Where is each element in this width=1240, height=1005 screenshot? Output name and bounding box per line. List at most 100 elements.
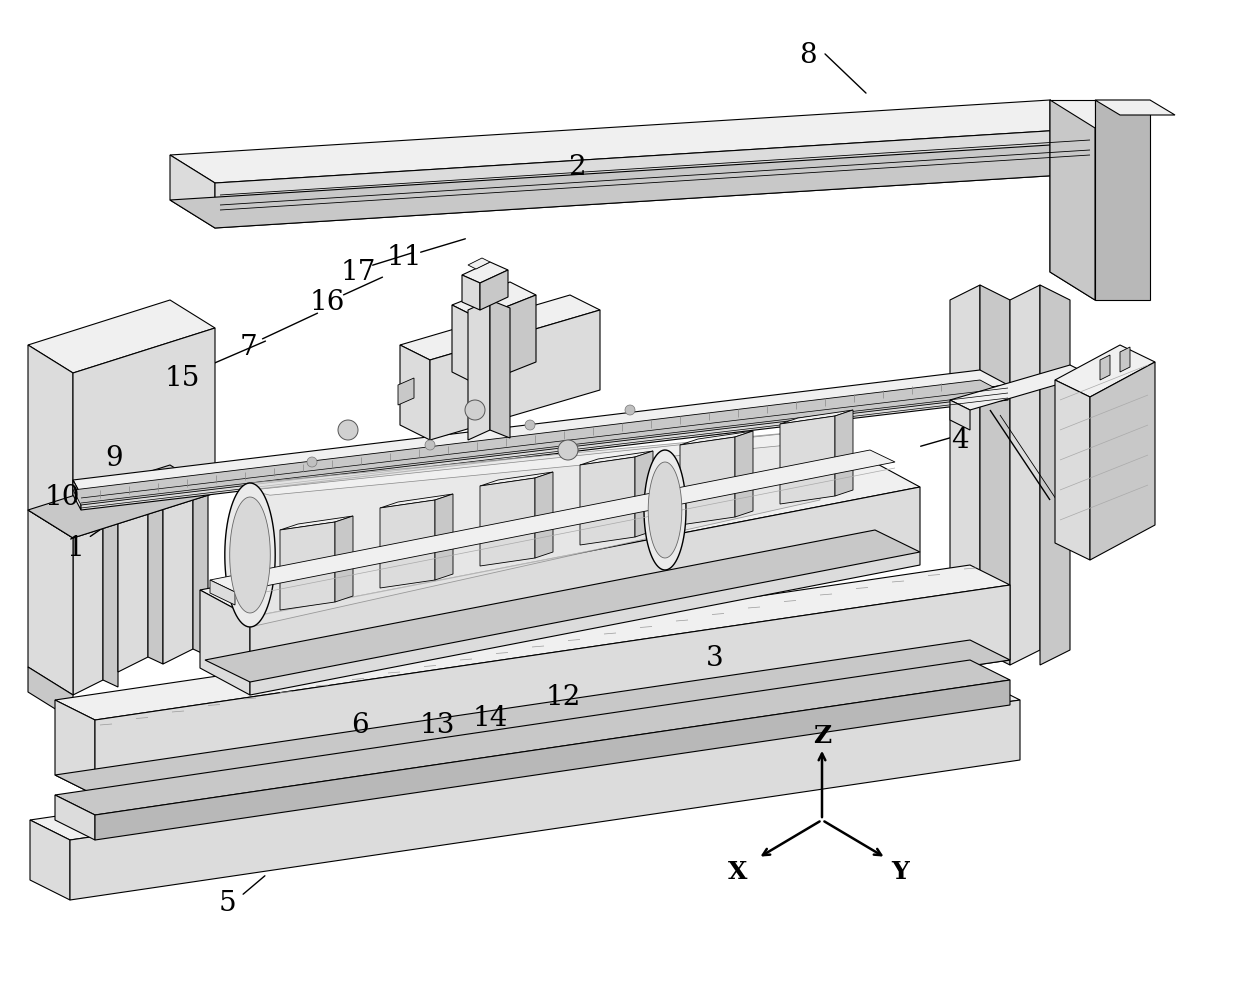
Polygon shape — [210, 580, 236, 605]
Circle shape — [558, 440, 578, 460]
Polygon shape — [103, 358, 118, 687]
Polygon shape — [29, 667, 73, 720]
Circle shape — [308, 457, 317, 467]
Polygon shape — [950, 400, 970, 430]
Polygon shape — [780, 410, 853, 424]
Polygon shape — [95, 680, 1011, 840]
Polygon shape — [430, 310, 600, 440]
Polygon shape — [224, 483, 275, 627]
Text: 5: 5 — [218, 889, 236, 917]
Polygon shape — [170, 155, 215, 228]
Polygon shape — [950, 285, 980, 665]
Polygon shape — [463, 275, 480, 310]
Polygon shape — [1095, 100, 1149, 300]
Text: 12: 12 — [546, 683, 580, 711]
Polygon shape — [467, 258, 490, 269]
Polygon shape — [205, 530, 920, 682]
Polygon shape — [73, 380, 1008, 505]
Polygon shape — [193, 327, 208, 656]
Polygon shape — [580, 457, 635, 545]
Polygon shape — [118, 335, 148, 672]
Polygon shape — [69, 700, 1021, 900]
Text: 3: 3 — [707, 644, 724, 671]
Polygon shape — [453, 305, 477, 385]
Polygon shape — [73, 328, 215, 538]
Polygon shape — [401, 295, 600, 360]
Polygon shape — [1050, 100, 1095, 128]
Polygon shape — [335, 516, 353, 602]
Polygon shape — [30, 680, 1021, 840]
Polygon shape — [580, 451, 653, 465]
Polygon shape — [1095, 100, 1176, 115]
Polygon shape — [73, 370, 1008, 495]
Text: 6: 6 — [351, 712, 368, 739]
Polygon shape — [1011, 285, 1040, 665]
Polygon shape — [55, 795, 95, 840]
Text: Z: Z — [813, 724, 831, 748]
Text: 9: 9 — [105, 444, 123, 471]
Polygon shape — [735, 431, 753, 517]
Polygon shape — [250, 430, 839, 495]
Polygon shape — [30, 820, 69, 900]
Polygon shape — [780, 416, 835, 504]
Polygon shape — [635, 451, 653, 537]
Polygon shape — [170, 145, 1095, 228]
Polygon shape — [401, 345, 430, 440]
Polygon shape — [55, 700, 95, 795]
Polygon shape — [398, 378, 414, 405]
Circle shape — [425, 440, 435, 450]
Polygon shape — [1090, 362, 1154, 560]
Polygon shape — [210, 450, 895, 592]
Polygon shape — [835, 410, 853, 496]
Polygon shape — [980, 285, 1011, 665]
Polygon shape — [215, 128, 1095, 228]
Polygon shape — [162, 327, 193, 664]
Polygon shape — [55, 640, 1011, 795]
Polygon shape — [644, 450, 686, 570]
Polygon shape — [1120, 347, 1130, 372]
Polygon shape — [29, 345, 73, 538]
Polygon shape — [29, 510, 73, 695]
Polygon shape — [73, 480, 81, 510]
Polygon shape — [81, 385, 1008, 510]
Text: 16: 16 — [309, 288, 345, 316]
Polygon shape — [649, 462, 682, 558]
Polygon shape — [453, 282, 536, 318]
Text: 10: 10 — [45, 483, 79, 511]
Polygon shape — [229, 497, 270, 613]
Polygon shape — [95, 585, 1011, 795]
Text: 11: 11 — [386, 243, 422, 270]
Polygon shape — [250, 430, 820, 627]
Polygon shape — [379, 494, 453, 508]
Polygon shape — [73, 358, 103, 695]
Text: 13: 13 — [419, 712, 455, 739]
Polygon shape — [480, 478, 534, 566]
Polygon shape — [55, 660, 1011, 815]
Polygon shape — [680, 431, 753, 445]
Polygon shape — [170, 100, 1095, 183]
Polygon shape — [477, 295, 536, 385]
Polygon shape — [1050, 100, 1095, 300]
Polygon shape — [1100, 355, 1110, 380]
Polygon shape — [534, 472, 553, 558]
Text: 14: 14 — [472, 705, 507, 732]
Polygon shape — [1040, 285, 1070, 665]
Polygon shape — [280, 516, 353, 530]
Polygon shape — [55, 565, 1011, 720]
Polygon shape — [480, 270, 508, 310]
Polygon shape — [1050, 100, 1095, 300]
Polygon shape — [250, 487, 920, 695]
Circle shape — [525, 420, 534, 430]
Polygon shape — [379, 500, 435, 588]
Polygon shape — [200, 460, 920, 617]
Polygon shape — [1055, 380, 1090, 560]
Text: 2: 2 — [568, 154, 585, 181]
Text: 15: 15 — [165, 365, 200, 392]
Polygon shape — [280, 522, 335, 610]
Polygon shape — [950, 365, 1090, 410]
Text: 1: 1 — [66, 535, 84, 562]
Text: X: X — [728, 860, 748, 884]
Polygon shape — [480, 472, 553, 486]
Polygon shape — [680, 437, 735, 525]
Polygon shape — [200, 590, 250, 695]
